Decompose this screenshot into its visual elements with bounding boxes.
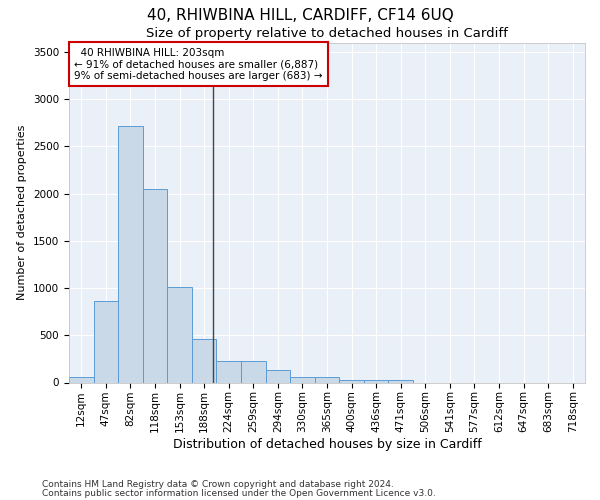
X-axis label: Distribution of detached houses by size in Cardiff: Distribution of detached houses by size … — [173, 438, 481, 451]
Bar — [167, 287, 192, 382]
Bar — [192, 339, 217, 382]
Text: 40 RHIWBINA HILL: 203sqm
← 91% of detached houses are smaller (6,887)
9% of semi: 40 RHIWBINA HILL: 203sqm ← 91% of detach… — [74, 48, 323, 81]
Bar — [315, 378, 339, 382]
Bar — [364, 380, 388, 382]
Bar — [143, 189, 167, 382]
Title: Size of property relative to detached houses in Cardiff: Size of property relative to detached ho… — [146, 27, 508, 40]
Text: Contains public sector information licensed under the Open Government Licence v3: Contains public sector information licen… — [42, 489, 436, 498]
Bar — [94, 302, 118, 382]
Bar — [266, 370, 290, 382]
Text: 40, RHIWBINA HILL, CARDIFF, CF14 6UQ: 40, RHIWBINA HILL, CARDIFF, CF14 6UQ — [146, 8, 454, 22]
Text: Contains HM Land Registry data © Crown copyright and database right 2024.: Contains HM Land Registry data © Crown c… — [42, 480, 394, 489]
Bar — [290, 377, 315, 382]
Bar — [217, 361, 241, 382]
Bar — [118, 126, 143, 382]
Bar — [339, 380, 364, 382]
Bar — [388, 380, 413, 382]
Bar — [241, 361, 266, 382]
Y-axis label: Number of detached properties: Number of detached properties — [17, 125, 28, 300]
Bar — [69, 377, 94, 382]
